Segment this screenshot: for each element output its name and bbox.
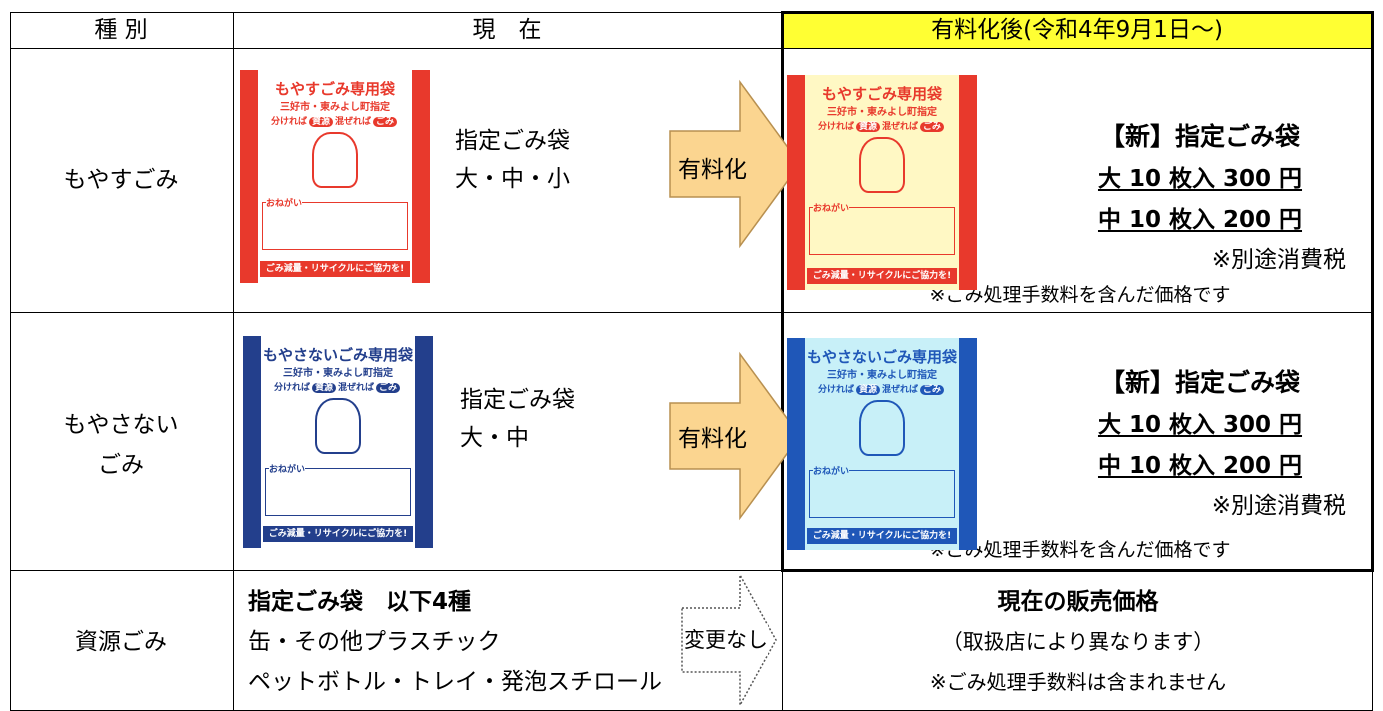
header-text: 現 在 — [472, 17, 542, 43]
price: 大 10 枚入 300 円 — [1097, 166, 1303, 192]
new-heading: 【新】指定ごみ袋 — [1099, 122, 1301, 151]
bag-slogan: 分ければ 資源 混ぜれば ごみ — [263, 380, 413, 393]
highlight-frame — [781, 11, 1374, 572]
price: 中 10 枚入 200 円 — [1097, 453, 1303, 479]
bag-footer: ごみ減量・リサイクルにご協力を! — [807, 528, 957, 544]
after-text: ※ごみ処理手数料は含まれません — [929, 670, 1227, 694]
slogan-word: 資源 — [311, 383, 336, 393]
bag-stripe — [959, 75, 977, 290]
bag-note: おねがい — [269, 462, 306, 475]
bag-subtitle: 三好市・東みよし町指定 — [283, 368, 393, 379]
slogan-word: ごみ — [920, 385, 945, 395]
category: 資源ごみ — [75, 629, 167, 655]
bag-image: もやさないごみ専用袋 三好市・東みよし町指定 分ければ 資源 混ぜれば ごみ おねがい ごみ減… — [243, 336, 433, 548]
current-text: 缶・その他プラスチック — [248, 629, 501, 655]
arrow-label: 有料化 — [678, 426, 747, 452]
current-text: 大・中・小 — [455, 166, 570, 192]
bag-image: もやさないごみ専用袋 三好市・東みよし町指定 分ければ 資源 混ぜれば ごみ おねがい ごみ減… — [787, 338, 977, 550]
arrow-label: 変更なし — [684, 625, 768, 655]
bag-stripe — [959, 338, 977, 550]
bag-subtitle: 三好市・東みよし町指定 — [827, 370, 937, 381]
bag-note-box — [809, 470, 955, 518]
slogan-word: 資源 — [855, 122, 880, 132]
bag-title: もやさないごみ専用袋 — [807, 348, 958, 366]
footnote: ※ごみ処理手数料を含んだ価格です — [929, 539, 1231, 561]
price: 中 10 枚入 200 円 — [1097, 207, 1303, 233]
bag-title: もやすごみ専用袋 — [821, 85, 942, 103]
tax-note: ※別途消費税 — [1211, 247, 1346, 273]
slogan-word: ごみ — [373, 117, 398, 127]
bag-stripe — [415, 336, 433, 548]
category: もやすごみ — [63, 167, 179, 193]
current-text: ペットボトル・トレイ・発泡スチロール — [248, 669, 662, 695]
bag-stripe — [787, 75, 805, 290]
bag-note-box — [262, 202, 408, 250]
header-text: 種 別 — [94, 17, 148, 43]
slogan-word: ごみ — [920, 122, 945, 132]
bag-image: もやすごみ専用袋 三好市・東みよし町指定 分ければ 資源 混ぜれば ごみ おねがい ごみ減量・… — [787, 75, 977, 290]
category: ごみ — [98, 452, 144, 478]
bag-stripe — [412, 70, 430, 283]
bag-footer: ごみ減量・リサイクルにご協力を! — [263, 526, 413, 542]
bag-mascot — [312, 132, 358, 188]
bag-image: もやすごみ専用袋 三好市・東みよし町指定 分ければ 資源 混ぜれば ごみ おねがい ごみ減量・… — [240, 70, 430, 283]
footnote: ※ごみ処理手数料を含んだ価格です — [929, 284, 1231, 306]
slogan-word: 混ぜれば — [335, 117, 372, 127]
bag-slogan: 分ければ 資源 混ぜれば ごみ — [260, 114, 410, 127]
bag-slogan: 分ければ 資源 混ぜれば ごみ — [807, 119, 957, 132]
tax-note: ※別途消費税 — [1211, 493, 1346, 519]
bag-note: おねがい — [813, 201, 850, 214]
slogan-word: 混ぜれば — [338, 383, 375, 393]
bag-note-box — [809, 207, 955, 255]
slogan-word: 資源 — [308, 117, 333, 127]
bag-title: もやさないごみ専用袋 — [263, 346, 414, 364]
bag-footer: ごみ減量・リサイクルにご協力を! — [260, 261, 410, 277]
arrow-label: 有料化 — [678, 157, 747, 183]
slogan-word: 混ぜれば — [882, 122, 919, 132]
bag-mascot — [315, 398, 361, 454]
new-heading: 現在の販売価格 — [997, 589, 1159, 615]
new-heading: 【新】指定ごみ袋 — [1099, 368, 1301, 397]
current-text: 指定ごみ袋 — [460, 387, 575, 413]
bag-mascot — [859, 400, 905, 456]
arrow — [669, 351, 801, 521]
bag-subtitle: 三好市・東みよし町指定 — [280, 102, 390, 113]
bag-subtitle: 三好市・東みよし町指定 — [827, 107, 937, 118]
current-text: 指定ごみ袋 以下4種 — [248, 589, 472, 615]
current-text: 指定ごみ袋 — [455, 128, 570, 154]
slogan-word: 混ぜれば — [882, 385, 919, 395]
bag-stripe — [240, 70, 258, 283]
price: 大 10 枚入 300 円 — [1097, 412, 1303, 438]
slogan-word: 資源 — [855, 385, 880, 395]
bag-note: おねがい — [813, 464, 850, 477]
slogan-word: 分ければ — [817, 385, 854, 395]
header-text: 有料化後(令和4年9月1日～) — [931, 17, 1223, 43]
current-text: 大・中 — [460, 425, 529, 451]
slogan-word: 分ければ — [270, 117, 307, 127]
bag-note: おねがい — [266, 196, 303, 209]
bag-stripe — [787, 338, 805, 550]
bag-mascot — [859, 137, 905, 193]
slogan-word: ごみ — [376, 383, 401, 393]
arrow — [681, 572, 777, 708]
slogan-word: 分ければ — [817, 122, 854, 132]
bag-title: もやすごみ専用袋 — [274, 80, 395, 98]
bag-stripe — [243, 336, 261, 548]
arrow — [669, 79, 801, 249]
bag-slogan: 分ければ 資源 混ぜれば ごみ — [807, 382, 957, 395]
slogan-word: 分ければ — [273, 383, 310, 393]
bag-note-box — [265, 468, 411, 516]
bag-footer: ごみ減量・リサイクルにご協力を! — [807, 268, 957, 284]
after-text: （取扱店により異なります） — [941, 630, 1215, 654]
category: もやさない — [63, 412, 179, 438]
